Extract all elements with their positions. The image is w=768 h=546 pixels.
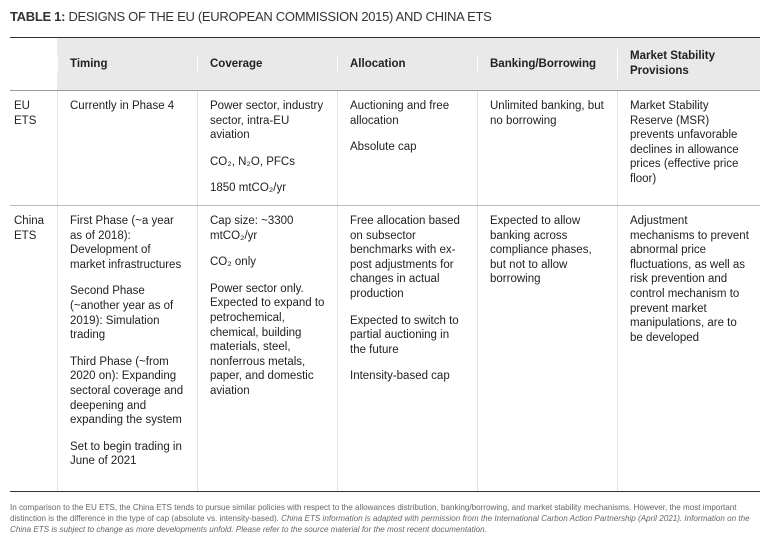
table-cell: Currently in Phase 4 xyxy=(57,91,197,205)
table-row: EU ETS Currently in Phase 4 Power sector, … xyxy=(10,91,760,206)
table-cell: Cap size: ~3300 mtCO₂/yr CO₂ only Power se… xyxy=(197,206,337,491)
footnote-note: China ETS information is adapted with pe… xyxy=(10,514,750,534)
table-cell: Adjustment mechanisms to prevent abnorma… xyxy=(617,206,760,491)
row-label: China ETS xyxy=(14,215,45,242)
cell-text: Set to begin trading in June of 2021 xyxy=(70,440,182,468)
table: Timing Coverage Allocation Banking/Borrowin… xyxy=(10,37,760,492)
header-cell xyxy=(10,38,57,90)
title-label: TABLE 1: xyxy=(10,9,66,24)
footnote-text: In comparison to the EU ETS, the China E… xyxy=(10,503,737,523)
cell-text: Auctioning and free allocation xyxy=(350,100,450,127)
cell-text: Intensity-based cap xyxy=(350,370,450,383)
table-cell: Expected to allow banking across complia… xyxy=(477,206,617,491)
header-cell: Timing xyxy=(57,56,197,72)
row-label: EU ETS xyxy=(14,100,37,127)
cell-text: Currently in Phase 4 xyxy=(70,100,175,112)
cell-text: CO₂ only xyxy=(210,256,257,269)
cell-text: Absolute cap xyxy=(350,141,417,154)
table-cell: Power sector, industry sector, intra-EU … xyxy=(197,91,337,205)
table-row: China ETS First Phase (~a year as of 2018… xyxy=(10,206,760,491)
footnote: In comparison to the EU ETS, the China E… xyxy=(10,502,758,535)
cell-text: Power sector, industry sector, intra-EU … xyxy=(210,100,324,142)
cell-text: 1850 mtCO₂/yr xyxy=(210,182,287,195)
title-text: DESIGNS OF THE EU (EUROPEAN COMMISSION 2… xyxy=(68,9,492,24)
table-cell: Auctioning and free allocation Absolute c… xyxy=(337,91,477,205)
cell-text: CO₂, N₂O, PFCs xyxy=(210,155,295,168)
table-title: TABLE 1: DESIGNS OF THE EU (EUROPEAN COM… xyxy=(10,9,492,24)
header-row: Timing Coverage Allocation Banking/Borrowin… xyxy=(10,38,760,91)
header-cell: Allocation xyxy=(337,56,477,72)
cell-text: First Phase (~a year as of 2018): Develo… xyxy=(70,215,182,271)
header-cell: Coverage xyxy=(197,56,337,72)
header-cell: Market Stability Provisions xyxy=(617,49,760,79)
cell-text: Second Phase (~another year as of 2019):… xyxy=(70,285,174,342)
cell-text: Expected to switch to partial auctioning… xyxy=(350,314,459,356)
cell-text: Power sector only. Expected to expand to… xyxy=(210,282,325,397)
table-cell: First Phase (~a year as of 2018): Develo… xyxy=(57,206,197,491)
cell-text: Free allocation based on subsector bench… xyxy=(350,215,460,300)
header-cell: Banking/Borrowing xyxy=(477,56,617,72)
cell-text: Unlimited banking, but no borrowing xyxy=(490,100,604,127)
cell-text: Market Stability Reserve (MSR) prevents … xyxy=(630,100,739,185)
table-cell: Unlimited banking, but no borrowing xyxy=(477,91,617,205)
cell-text: Cap size: ~3300 mtCO₂/yr xyxy=(210,215,294,242)
table-cell: Market Stability Reserve (MSR) prevents … xyxy=(617,91,760,205)
table-cell: Free allocation based on subsector bench… xyxy=(337,206,477,491)
cell-text: Expected to allow banking across complia… xyxy=(490,215,592,286)
cell-text: Third Phase (~from 2020 on): Expanding s… xyxy=(70,355,184,427)
cell-text: Adjustment mechanisms to prevent abnorma… xyxy=(630,215,749,344)
